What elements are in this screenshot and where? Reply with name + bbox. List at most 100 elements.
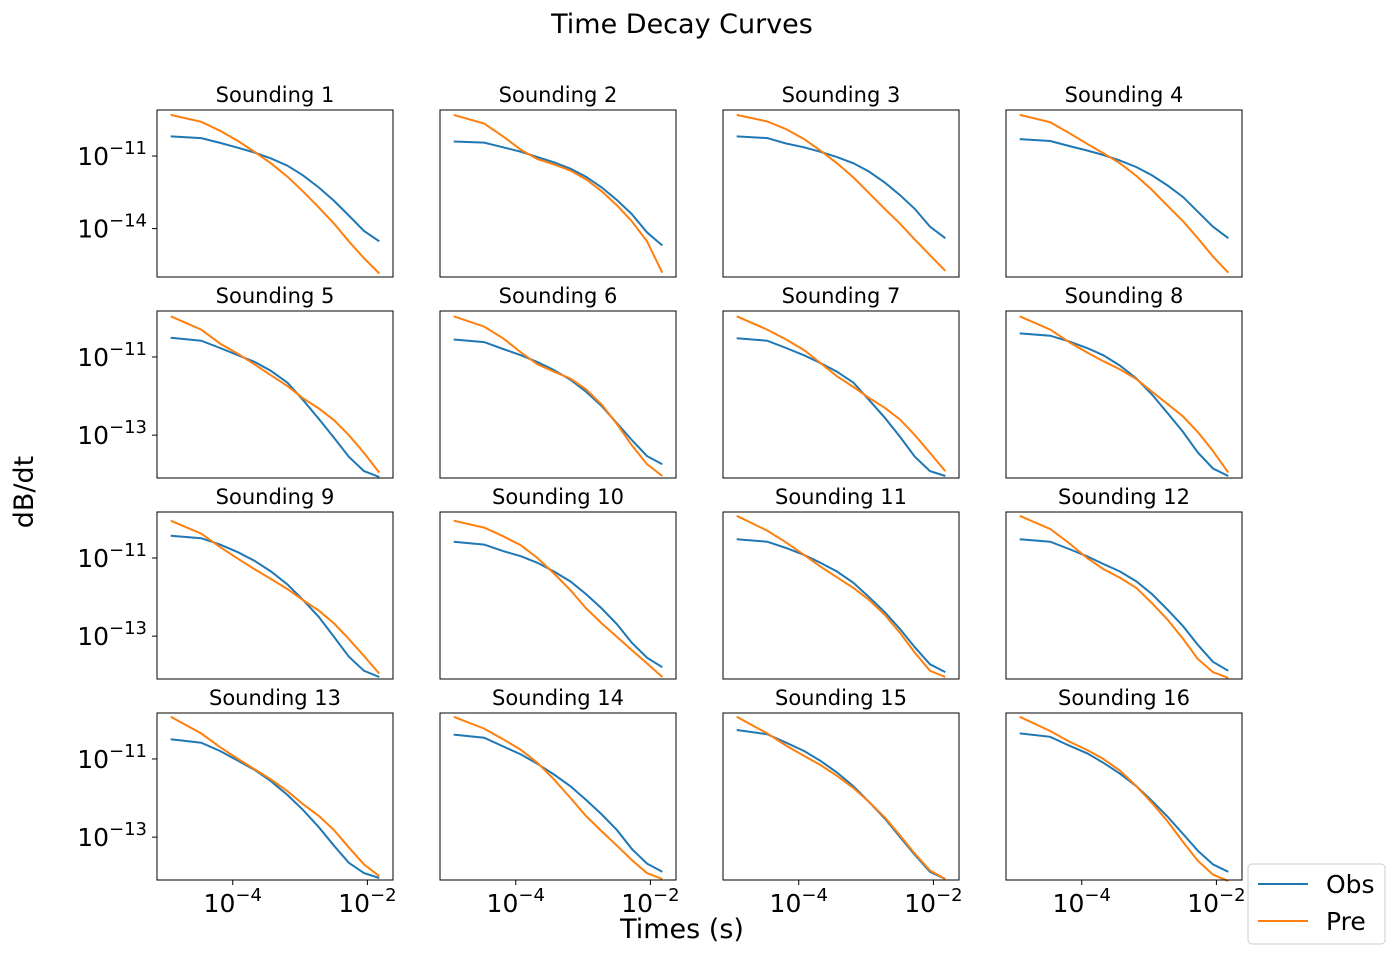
subplot-frame: [1005, 310, 1243, 479]
subplot-frame: [156, 511, 394, 680]
series-line-pre: [453, 519, 663, 678]
series-line-pre: [170, 113, 381, 275]
series-line-pre: [170, 519, 381, 675]
subplot-frame: [156, 109, 394, 278]
subplot-title: Sounding 3: [782, 83, 901, 107]
y-tick-label: 10−14: [77, 211, 147, 244]
series-line-obs: [1019, 138, 1229, 239]
subplot-title: Sounding 5: [216, 284, 335, 308]
series-line-obs: [453, 540, 663, 669]
subplot-10: Sounding 10: [439, 485, 677, 680]
subplot-grid: Sounding 1 10−11 10−14 Sounding 2 Sounding 3…: [77, 83, 1245, 918]
subplot-frame: [439, 310, 677, 479]
x-tick-label: 10−2: [338, 885, 396, 918]
subplot-frame: [722, 511, 960, 680]
series-line-pre: [736, 315, 947, 472]
subplot-title: Sounding 4: [1065, 83, 1184, 107]
subplot-6: Sounding 6: [439, 284, 677, 479]
y-tick-label: 10−13: [77, 417, 147, 450]
series-line-pre: [453, 113, 664, 274]
subplot-frame: [722, 109, 960, 278]
x-tick-label: 10−4: [487, 885, 545, 918]
subplot-16: Sounding 16 10−4 10−2: [1005, 686, 1246, 918]
subplot-15: Sounding 15 10−4 10−2: [722, 686, 963, 918]
series-line-pre: [170, 315, 381, 474]
x-tick-label: 10−4: [770, 885, 828, 918]
subplot-4: Sounding 4: [1005, 83, 1243, 278]
subplot-2: Sounding 2: [439, 83, 677, 278]
subplot-11: Sounding 11: [722, 485, 960, 680]
subplot-frame: [1005, 511, 1243, 680]
series-line-obs: [170, 135, 380, 243]
x-tick-label: 10−4: [204, 885, 262, 918]
y-tick-label: 10−11: [77, 540, 147, 573]
subplot-13: Sounding 13 10−11 10−13 10−4 10−2: [77, 686, 396, 918]
series-line-obs: [736, 729, 946, 880]
subplot-frame: [722, 712, 960, 881]
subplot-title: Sounding 12: [1058, 485, 1190, 509]
series-line-obs: [170, 738, 380, 879]
series-line-obs: [453, 733, 663, 873]
x-tick-label: 10−2: [904, 885, 962, 918]
subplot-frame: [439, 109, 677, 278]
subplot-5: Sounding 5 10−11 10−13: [77, 284, 394, 479]
series-line-pre: [453, 315, 663, 477]
subplot-12: Sounding 12: [1005, 485, 1243, 680]
y-tick-label: 10−13: [77, 618, 147, 651]
series-line-pre: [1019, 113, 1230, 274]
subplot-title: Sounding 13: [209, 686, 341, 710]
series-line-pre: [453, 715, 663, 880]
series-line-pre: [736, 514, 946, 678]
subplot-frame: [439, 712, 677, 881]
subplot-title: Sounding 8: [1065, 284, 1184, 308]
subplot-9: Sounding 9 10−11 10−13: [77, 485, 394, 680]
subplot-frame: [1005, 712, 1243, 881]
series-line-obs: [736, 337, 946, 477]
subplot-title: Sounding 16: [1058, 686, 1190, 710]
series-line-obs: [453, 140, 663, 247]
subplot-1: Sounding 1 10−11 10−14: [77, 83, 394, 278]
subplot-frame: [722, 310, 960, 479]
x-axis-label: Times (s): [619, 914, 744, 945]
y-tick-label: 10−11: [77, 741, 147, 774]
y-tick-label: 10−13: [77, 819, 147, 852]
subplot-title: Sounding 15: [775, 686, 907, 710]
subplot-frame: [156, 310, 394, 479]
subplot-3: Sounding 3: [722, 83, 960, 278]
subplot-title: Sounding 6: [499, 284, 618, 308]
subplot-title: Sounding 1: [216, 83, 335, 107]
legend-label-pre: Pre: [1326, 907, 1366, 936]
series-line-pre: [170, 715, 380, 877]
series-line-pre: [1019, 514, 1229, 679]
series-line-pre: [736, 715, 946, 880]
subplot-frame: [156, 712, 394, 881]
x-tick-label: 10−4: [1053, 885, 1111, 918]
legend: Obs Pre: [1247, 863, 1386, 945]
series-line-obs: [170, 336, 380, 478]
subplot-title: Sounding 10: [492, 485, 624, 509]
subplot-frame: [439, 511, 677, 680]
figure-title: Time Decay Curves: [550, 9, 813, 40]
y-tick-label: 10−11: [77, 138, 147, 171]
subplot-frame: [1005, 109, 1243, 278]
series-line-pre: [736, 113, 947, 272]
subplot-title: Sounding 9: [216, 485, 335, 509]
subplot-8: Sounding 8: [1005, 284, 1243, 479]
series-line-obs: [1019, 538, 1229, 672]
series-line-pre: [1019, 315, 1230, 474]
y-tick-label: 10−11: [77, 339, 147, 372]
subplot-7: Sounding 7: [722, 284, 960, 479]
subplot-14: Sounding 14 10−4 10−2: [439, 686, 680, 918]
series-line-obs: [736, 135, 946, 239]
subplot-title: Sounding 7: [782, 284, 901, 308]
series-line-obs: [736, 538, 946, 673]
subplot-title: Sounding 14: [492, 686, 624, 710]
subplot-title: Sounding 2: [499, 83, 618, 107]
subplot-title: Sounding 11: [775, 485, 907, 509]
series-line-pre: [1019, 715, 1229, 883]
series-line-obs: [1019, 732, 1229, 873]
legend-label-obs: Obs: [1326, 870, 1375, 899]
x-tick-label: 10−2: [621, 885, 679, 918]
y-axis-label: dB/dt: [9, 456, 40, 528]
